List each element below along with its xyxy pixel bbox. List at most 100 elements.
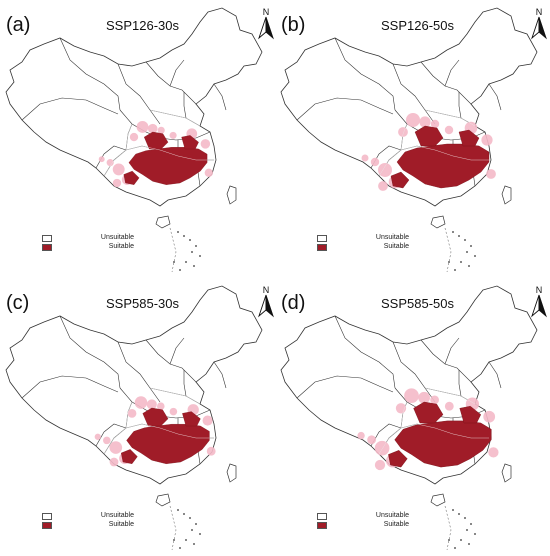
island-mark xyxy=(452,509,454,511)
legend-label-unsuitable: Unsuitable xyxy=(375,234,409,241)
province-boundary xyxy=(488,361,502,389)
province-boundary-overlay xyxy=(400,401,408,429)
legend-swatch-unsuitable xyxy=(317,513,327,520)
north-arrow-icon: N xyxy=(256,284,276,318)
island-mark xyxy=(189,239,191,241)
province-boundary xyxy=(334,315,396,389)
fringe-patch xyxy=(146,399,157,410)
fringe-patch xyxy=(204,168,213,177)
china-map xyxy=(280,285,538,551)
legend-label-suitable: Suitable xyxy=(108,243,134,250)
suitable-patch xyxy=(394,420,492,468)
suitable-area xyxy=(94,396,216,467)
island-mark xyxy=(466,251,468,253)
island-mark xyxy=(177,509,179,511)
island-mark xyxy=(452,231,454,233)
province-boundary xyxy=(117,341,161,403)
fringe-patch xyxy=(374,440,390,456)
fringe-patch xyxy=(378,163,392,177)
province-boundary xyxy=(392,341,436,403)
island-mark xyxy=(199,255,201,257)
island-mark xyxy=(185,539,187,541)
fringe-patch xyxy=(147,123,158,134)
suitable-patch xyxy=(390,171,410,189)
suitable-area xyxy=(361,113,496,191)
north-label: N xyxy=(263,7,270,17)
fringe-patch xyxy=(127,408,137,418)
province-boundary xyxy=(392,63,436,125)
legend-swatch-suitable xyxy=(42,244,52,251)
legend-swatch-suitable xyxy=(317,244,327,251)
province-boundary xyxy=(21,97,119,121)
fringe-patch xyxy=(378,181,388,191)
suitable-patch xyxy=(459,405,482,424)
fringe-patch xyxy=(367,435,377,445)
legend-label-suitable: Suitable xyxy=(383,243,409,250)
province-boundary-overlay xyxy=(125,123,133,151)
fringe-patch xyxy=(481,134,493,146)
province-boundary-overlay xyxy=(424,109,476,127)
suitable-patch xyxy=(123,170,140,185)
province-boundary xyxy=(169,59,185,87)
suitable-patch xyxy=(120,449,138,464)
fringe-patch xyxy=(430,395,440,405)
island-mark xyxy=(458,235,460,237)
suitable-patch xyxy=(396,143,490,189)
legend-swatch-unsuitable xyxy=(42,513,52,520)
north-arrow-icon: N xyxy=(256,6,276,40)
fringe-patch xyxy=(109,457,119,467)
fringe-patch xyxy=(374,459,386,471)
china-map xyxy=(5,285,263,551)
map-panel-a: (a) SSP126-30s N Unsuitable Suitable xyxy=(0,0,275,278)
taiwan-boundary xyxy=(501,463,512,483)
province-boundary xyxy=(488,83,502,111)
island-mark xyxy=(173,261,175,263)
fringe-patch xyxy=(136,120,149,133)
panel-title: SSP585-30s xyxy=(106,296,179,311)
island-mark xyxy=(191,529,193,531)
north-arrow-right xyxy=(538,294,547,318)
north-arrow-icon: N xyxy=(529,284,549,318)
map-panel-c: (c) SSP585-30s N Unsuitable Suitable xyxy=(0,278,275,556)
panel-label: (c) xyxy=(6,292,30,314)
province-boundary-overlay xyxy=(149,387,201,405)
fringe-patch xyxy=(200,139,211,149)
legend-label-unsuitable: Unsuitable xyxy=(100,234,134,241)
taiwan-boundary xyxy=(226,185,237,205)
province-boundary-overlay xyxy=(103,423,214,455)
fringe-patch xyxy=(112,178,122,188)
province-boundary xyxy=(169,337,185,365)
fringe-patch xyxy=(109,441,123,454)
hainan-boundary xyxy=(430,493,446,507)
fringe-patch xyxy=(112,163,125,176)
north-arrow-right xyxy=(265,294,274,318)
island-mark xyxy=(474,533,476,535)
fringe-patch xyxy=(134,396,148,409)
province-boundary xyxy=(458,92,462,119)
island-mark xyxy=(179,547,181,549)
province-boundary-overlay xyxy=(149,109,201,127)
suitable-patch xyxy=(142,407,169,427)
map-panel-d: (d) SSP585-50s N Unsuitable Suitable xyxy=(275,278,550,556)
province-boundary xyxy=(444,337,460,365)
province-boundary xyxy=(59,37,121,111)
island-mark xyxy=(189,517,191,519)
north-arrow-left xyxy=(531,16,540,40)
legend-swatch-suitable xyxy=(42,522,52,529)
province-boundary xyxy=(334,37,396,111)
north-label: N xyxy=(263,285,270,295)
island-mark xyxy=(460,261,462,263)
legend-label-unsuitable: Unsuitable xyxy=(375,512,409,519)
legend-label-suitable: Suitable xyxy=(383,521,409,528)
province-boundary xyxy=(117,63,161,125)
province-boundary-overlay xyxy=(378,145,489,177)
north-label: N xyxy=(536,285,543,295)
suitable-patch xyxy=(458,129,480,147)
country-boundary xyxy=(280,7,538,207)
suitable-patch xyxy=(413,401,444,424)
fringe-patch xyxy=(169,131,177,139)
panel-label: (b) xyxy=(281,14,306,36)
hainan-boundary xyxy=(430,215,446,229)
province-boundary-overlay xyxy=(378,423,489,455)
fringe-patch xyxy=(406,113,420,127)
